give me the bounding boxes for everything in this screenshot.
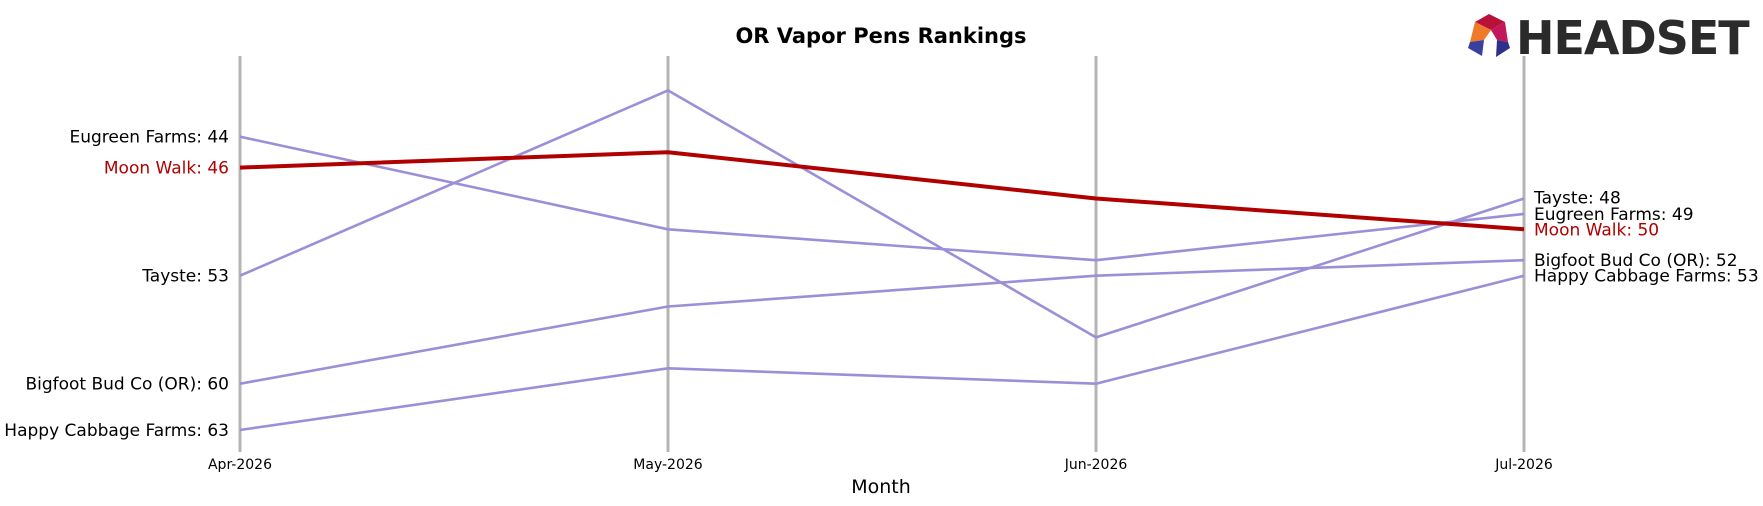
series-line-moon-walk: [239, 150, 1525, 232]
series-lines: [239, 89, 1525, 432]
x-axis-ticks: Apr-2026 May-2026 Jun-2026 Jul-2026: [208, 457, 1553, 473]
start-label-moon-walk: Moon Walk: 46: [104, 159, 229, 179]
headset-logo: HEADSET: [1468, 11, 1751, 65]
end-label-moon-walk: Moon Walk: 50: [1534, 220, 1659, 240]
x-tick-label: Jul-2026: [1494, 457, 1553, 473]
start-label-tayste: Tayste: 53: [141, 267, 229, 287]
start-label-bigfoot-bud-co-or: Bigfoot Bud Co (OR): 60: [25, 375, 229, 395]
headset-hexagon-logo-icon: [1468, 14, 1510, 57]
headset-logo-text: HEADSET: [1516, 11, 1750, 65]
x-tick-label: Apr-2026: [208, 457, 272, 473]
start-label-happy-cabbage-farms: Happy Cabbage Farms: 63: [4, 421, 229, 441]
series-line-happy-cabbage-farms: [239, 274, 1525, 432]
x-axis-title: Month: [851, 476, 911, 498]
series-line-eugreen-farms: [239, 135, 1525, 262]
start-label-eugreen-farms: Eugreen Farms: 44: [69, 128, 229, 148]
end-label-happy-cabbage-farms: Happy Cabbage Farms: 53: [1534, 267, 1759, 287]
end-label-eugreen-farms: Eugreen Farms: 49: [1534, 205, 1694, 225]
chart-title: OR Vapor Pens Rankings: [735, 24, 1026, 48]
series-line-bigfoot-bud-co-or: [239, 258, 1525, 385]
end-label-bigfoot-bud-co-or: Bigfoot Bud Co (OR): 52: [1534, 251, 1738, 271]
month-gridlines: [238, 56, 1526, 452]
x-tick-label: May-2026: [633, 457, 702, 473]
end-label-tayste: Tayste: 48: [1533, 188, 1621, 208]
x-tick-label: Jun-2026: [1064, 457, 1128, 473]
